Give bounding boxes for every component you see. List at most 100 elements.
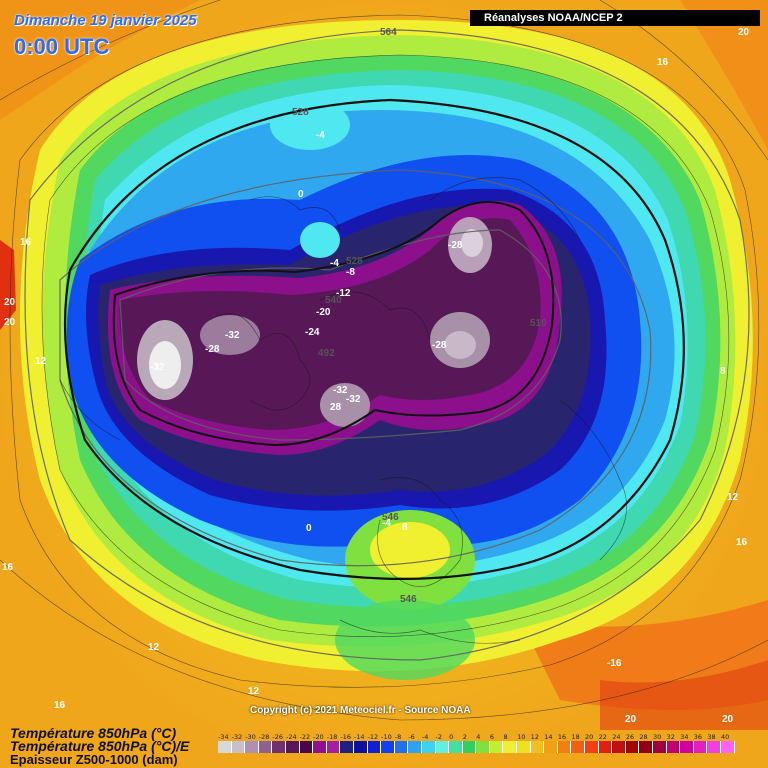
- map-label: 8: [720, 366, 726, 377]
- scale-value: -8: [394, 733, 402, 741]
- scale-swatch: [530, 741, 545, 753]
- scale-value: -22: [299, 733, 311, 741]
- scale-swatch: [367, 741, 382, 753]
- scale-swatch: [612, 741, 626, 753]
- map-label: -4: [382, 518, 391, 529]
- map-label: -32: [150, 362, 165, 373]
- scale-value: -24: [285, 733, 297, 741]
- map-label: 0: [298, 189, 304, 200]
- scale-swatch: [326, 741, 341, 753]
- scale-swatch: [503, 741, 518, 753]
- scale-swatch: [571, 741, 586, 753]
- map-label: -32: [225, 330, 240, 341]
- scale-swatch: [544, 741, 558, 753]
- copyright-text: Copyright (c) 2021 Meteociel.fr - Source…: [250, 705, 471, 716]
- map-label: 20: [625, 714, 637, 725]
- scale-swatch: [585, 741, 599, 753]
- scale-swatch: [449, 741, 463, 753]
- scale-swatch: [394, 741, 409, 753]
- scale-value: -2: [435, 733, 442, 741]
- map-label: -20: [316, 307, 331, 318]
- map-label: 16: [2, 562, 14, 573]
- legend-title-3: Epaisseur Z500-1000 (dam): [10, 752, 178, 767]
- source-badge: Réanalyses NOAA/NCEP 2: [470, 10, 760, 26]
- scale-swatch: [598, 741, 613, 753]
- scale-value: -6: [408, 733, 415, 741]
- scale-swatch: [421, 741, 436, 753]
- scale-swatch: [285, 741, 300, 753]
- scale-swatch: [639, 741, 653, 753]
- scale-value: 24: [612, 733, 621, 741]
- map-label: 16: [54, 700, 66, 711]
- scale-value: 36: [693, 733, 703, 741]
- scale-value: -10: [381, 733, 392, 741]
- scale-swatch: [462, 741, 477, 753]
- map-label: 28: [330, 402, 342, 413]
- map-label: -4: [316, 130, 325, 141]
- scale-value: -16: [340, 733, 351, 741]
- red-edge-left: [0, 240, 16, 330]
- map-label: -4: [330, 258, 339, 269]
- thickness-contours: [24, 29, 750, 661]
- scale-swatch: [340, 741, 354, 753]
- scale-swatch: [272, 741, 286, 753]
- scale-swatch: [218, 741, 232, 753]
- time-title: 0:00 UTC: [14, 34, 110, 59]
- scale-swatch: [231, 741, 246, 753]
- isotherm-lines: [0, 0, 768, 721]
- deep-purple-core: [119, 218, 541, 430]
- scale-value: 22: [598, 733, 607, 741]
- scale-swatch: [666, 741, 681, 753]
- scale-value: -26: [272, 733, 283, 741]
- map-label: -16: [607, 658, 622, 669]
- legend-title-1: Température 850hPa (°C): [10, 725, 177, 741]
- map-label: -32: [333, 385, 348, 396]
- scale-value: -34: [218, 733, 229, 741]
- map-label: 0: [306, 523, 312, 534]
- map-label: -28: [448, 240, 463, 251]
- scale-value: 14: [544, 733, 553, 741]
- scale-swatch: [653, 741, 667, 753]
- map-label: -28: [432, 340, 447, 351]
- scale-swatch: [381, 741, 395, 753]
- scale-value: 4: [476, 733, 481, 741]
- map-label: 564: [380, 27, 397, 38]
- map-label: 528: [292, 107, 309, 118]
- map-label: 20: [722, 714, 734, 725]
- map-label: 16: [736, 537, 748, 548]
- map-label: -32: [346, 394, 361, 405]
- legend-title-2: Température 850hPa (°C)/E: [10, 738, 190, 754]
- date-title: Dimanche 19 janvier 2025: [14, 12, 197, 29]
- scale-swatch: [258, 741, 273, 753]
- scale-value: 10: [517, 733, 526, 741]
- scale-value: -12: [367, 733, 379, 741]
- scale-value: 12: [530, 733, 539, 741]
- contour-labels: 564 20 16 528 -4 0 16 -4 528 -8 -12 540 …: [2, 27, 750, 725]
- scale-value: 2: [462, 733, 467, 741]
- scale-value: 26: [625, 733, 635, 741]
- map-label: -8: [346, 267, 355, 278]
- map-label: 12: [35, 356, 47, 367]
- scale-value: -28: [258, 733, 270, 741]
- zero-isotherm: [63, 98, 685, 580]
- scale-value: 32: [666, 733, 675, 741]
- scale-swatch: [720, 741, 735, 753]
- coastlines: [59, 177, 627, 644]
- scale-value: 6: [489, 733, 495, 741]
- cold-core-south: [320, 383, 370, 427]
- map-label: -28: [205, 344, 220, 355]
- map-label: -24: [305, 327, 320, 338]
- scale-value: 8: [503, 733, 508, 741]
- scale-value: 16: [557, 733, 567, 741]
- scale-value: -18: [326, 733, 338, 741]
- map-label: 546: [382, 512, 399, 523]
- map-label: 546: [400, 594, 417, 605]
- map-label: 528: [346, 256, 363, 267]
- scale-value: -20: [313, 733, 324, 741]
- scale-value: 18: [571, 733, 580, 741]
- scale-swatch: [625, 741, 640, 753]
- map-label: 12: [148, 642, 160, 653]
- scale-value: 30: [653, 733, 662, 741]
- scale-swatch: [707, 741, 721, 753]
